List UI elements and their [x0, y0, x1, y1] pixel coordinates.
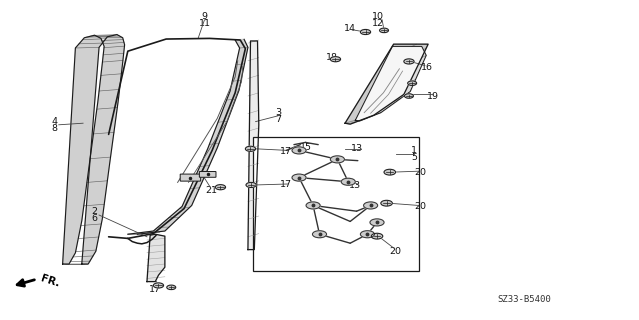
FancyBboxPatch shape: [180, 174, 201, 181]
Text: 10: 10: [373, 12, 384, 20]
Polygon shape: [248, 41, 259, 250]
Circle shape: [341, 178, 355, 185]
Circle shape: [360, 231, 374, 238]
Text: 12: 12: [373, 19, 384, 28]
Text: 14: 14: [344, 24, 356, 33]
Text: 17: 17: [281, 180, 292, 189]
Circle shape: [312, 231, 327, 238]
Text: 8: 8: [51, 124, 58, 133]
Text: 20: 20: [415, 168, 426, 177]
Text: 5: 5: [411, 153, 417, 162]
Text: 13: 13: [351, 144, 362, 153]
Text: 20: 20: [415, 202, 426, 211]
Circle shape: [380, 28, 389, 33]
Text: 21: 21: [205, 186, 217, 195]
Circle shape: [404, 94, 413, 98]
Text: 19: 19: [427, 92, 439, 101]
Circle shape: [292, 174, 306, 181]
Polygon shape: [355, 46, 426, 121]
Text: 1: 1: [411, 146, 417, 155]
Polygon shape: [63, 35, 125, 264]
Text: 3: 3: [275, 108, 281, 117]
Text: 7: 7: [275, 115, 281, 124]
Circle shape: [292, 147, 306, 154]
Text: 15: 15: [300, 143, 311, 152]
Circle shape: [384, 169, 396, 175]
Circle shape: [360, 29, 371, 35]
Text: 9: 9: [201, 12, 208, 20]
Text: 20: 20: [389, 247, 401, 256]
Circle shape: [306, 202, 320, 209]
Circle shape: [404, 59, 414, 64]
Polygon shape: [147, 234, 165, 282]
Circle shape: [330, 57, 341, 62]
Text: 17: 17: [281, 147, 292, 156]
Text: FR.: FR.: [40, 273, 61, 289]
Text: 6: 6: [91, 214, 98, 223]
FancyBboxPatch shape: [199, 172, 216, 177]
Circle shape: [364, 202, 378, 209]
Text: 17: 17: [149, 285, 160, 294]
Text: 13: 13: [349, 181, 360, 190]
Text: 4: 4: [51, 117, 58, 126]
Circle shape: [246, 182, 256, 188]
Circle shape: [153, 283, 164, 288]
Text: 18: 18: [327, 53, 338, 62]
Circle shape: [215, 185, 226, 190]
Text: SZ33-B5400: SZ33-B5400: [497, 295, 551, 304]
Text: 2: 2: [91, 207, 98, 216]
Circle shape: [381, 200, 392, 206]
Circle shape: [245, 146, 256, 151]
Circle shape: [371, 233, 383, 239]
Circle shape: [370, 219, 384, 226]
Circle shape: [408, 81, 417, 85]
Polygon shape: [128, 39, 248, 234]
Text: 16: 16: [421, 63, 433, 72]
Circle shape: [167, 285, 176, 290]
Circle shape: [330, 156, 344, 163]
FancyBboxPatch shape: [253, 137, 419, 271]
Polygon shape: [345, 44, 428, 124]
Text: 11: 11: [199, 19, 210, 28]
